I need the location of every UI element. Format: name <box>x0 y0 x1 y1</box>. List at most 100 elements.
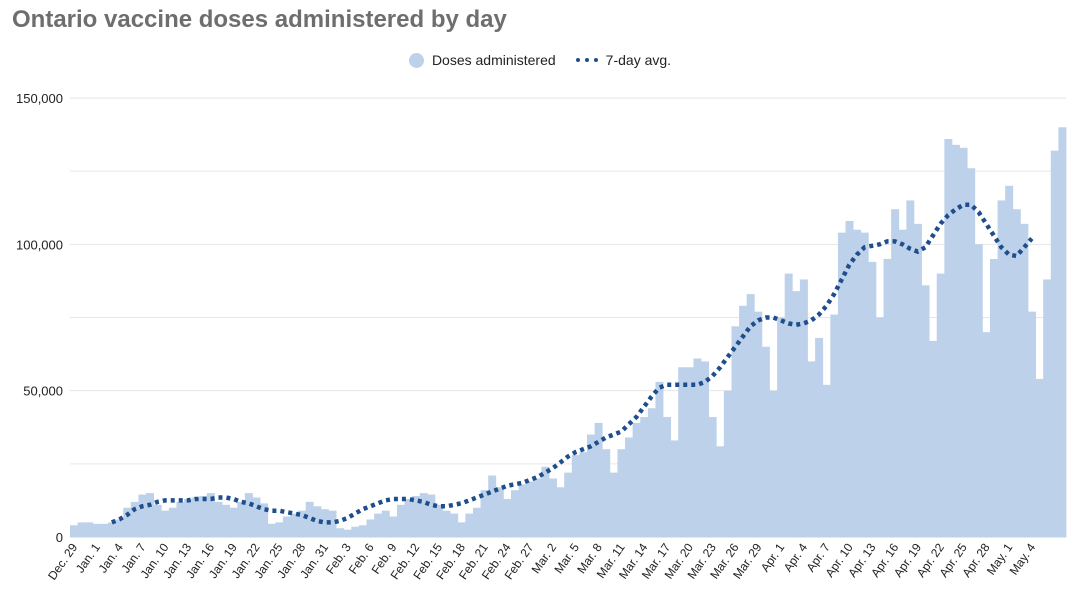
bar <box>244 493 253 537</box>
bar <box>693 358 702 537</box>
bar <box>792 291 801 537</box>
bar <box>1035 378 1044 537</box>
bar <box>769 390 778 537</box>
bar <box>967 168 976 538</box>
y-tick-label: 0 <box>56 530 63 545</box>
bar <box>647 408 656 537</box>
bar <box>1027 311 1036 537</box>
bar <box>351 526 360 537</box>
bar <box>518 484 527 537</box>
bar <box>222 504 231 537</box>
y-axis: 0 50,000 100,000 150,000 <box>16 91 63 545</box>
x-tick-label: Apr. 1 <box>758 540 788 574</box>
bar <box>503 498 512 537</box>
bar <box>115 519 124 537</box>
bar <box>853 229 862 537</box>
bar <box>670 440 679 537</box>
bar <box>701 361 710 537</box>
bar <box>85 522 94 537</box>
bar <box>982 332 991 537</box>
bar <box>237 501 246 537</box>
bar <box>556 487 565 537</box>
bar <box>419 493 428 537</box>
bar <box>70 525 78 537</box>
bar <box>138 494 147 537</box>
legend-item-doses[interactable]: Doses administered <box>408 52 556 68</box>
bar <box>328 510 337 537</box>
bar <box>571 455 580 537</box>
bar <box>625 437 634 537</box>
legend-label-avg: 7-day avg. <box>605 52 672 68</box>
bar <box>358 525 367 537</box>
bar <box>290 513 299 537</box>
bar <box>457 522 466 537</box>
bar <box>913 223 922 537</box>
bar <box>655 381 664 537</box>
bar <box>564 472 573 537</box>
bar <box>898 229 907 537</box>
bar <box>906 200 915 537</box>
bar <box>860 232 869 537</box>
bar <box>381 510 390 537</box>
bars <box>70 127 1067 538</box>
bar <box>168 507 177 537</box>
bar <box>130 501 139 537</box>
bar <box>275 522 284 537</box>
y-tick-label: 100,000 <box>16 237 63 252</box>
bar <box>929 340 938 537</box>
x-tick-label: Dec. 29 <box>45 540 80 582</box>
bar <box>480 490 489 537</box>
bar <box>260 503 269 537</box>
bar <box>959 147 968 537</box>
bar <box>488 475 497 537</box>
bar <box>252 497 261 537</box>
bar <box>92 523 101 537</box>
bar <box>298 510 307 537</box>
bar <box>587 434 596 537</box>
bar <box>579 452 588 537</box>
bar <box>997 200 1006 537</box>
bar <box>830 314 839 537</box>
bar <box>731 326 740 537</box>
bar <box>472 507 481 537</box>
bar <box>921 285 930 537</box>
bar <box>442 510 451 537</box>
bar <box>1058 127 1067 538</box>
legend-item-avg[interactable]: 7-day avg. <box>575 52 672 68</box>
bar <box>746 294 755 537</box>
bar <box>640 417 649 537</box>
bar <box>784 273 793 537</box>
bar <box>739 305 748 537</box>
bar <box>191 497 200 537</box>
bar <box>845 220 854 538</box>
bar <box>434 504 443 537</box>
bar <box>146 493 155 537</box>
bar <box>510 490 519 537</box>
bar <box>199 496 208 537</box>
bar <box>1020 223 1029 537</box>
bar <box>944 138 953 537</box>
bar <box>951 144 960 537</box>
legend-swatch-doses <box>408 52 424 68</box>
bar <box>632 422 641 537</box>
bar <box>450 513 459 537</box>
y-tick-label: 150,000 <box>16 91 63 106</box>
bar <box>807 361 816 537</box>
bar <box>1005 185 1014 538</box>
bar <box>465 513 474 537</box>
bar <box>161 510 170 537</box>
bar <box>229 507 238 537</box>
bar <box>366 519 375 537</box>
bar <box>815 337 824 537</box>
bar <box>1050 150 1059 537</box>
bar <box>282 516 291 537</box>
bar <box>761 346 770 537</box>
bar <box>267 523 276 537</box>
bar <box>883 258 892 537</box>
bar <box>1012 209 1021 537</box>
bar <box>837 232 846 537</box>
bar <box>617 449 626 537</box>
bar <box>313 506 322 537</box>
